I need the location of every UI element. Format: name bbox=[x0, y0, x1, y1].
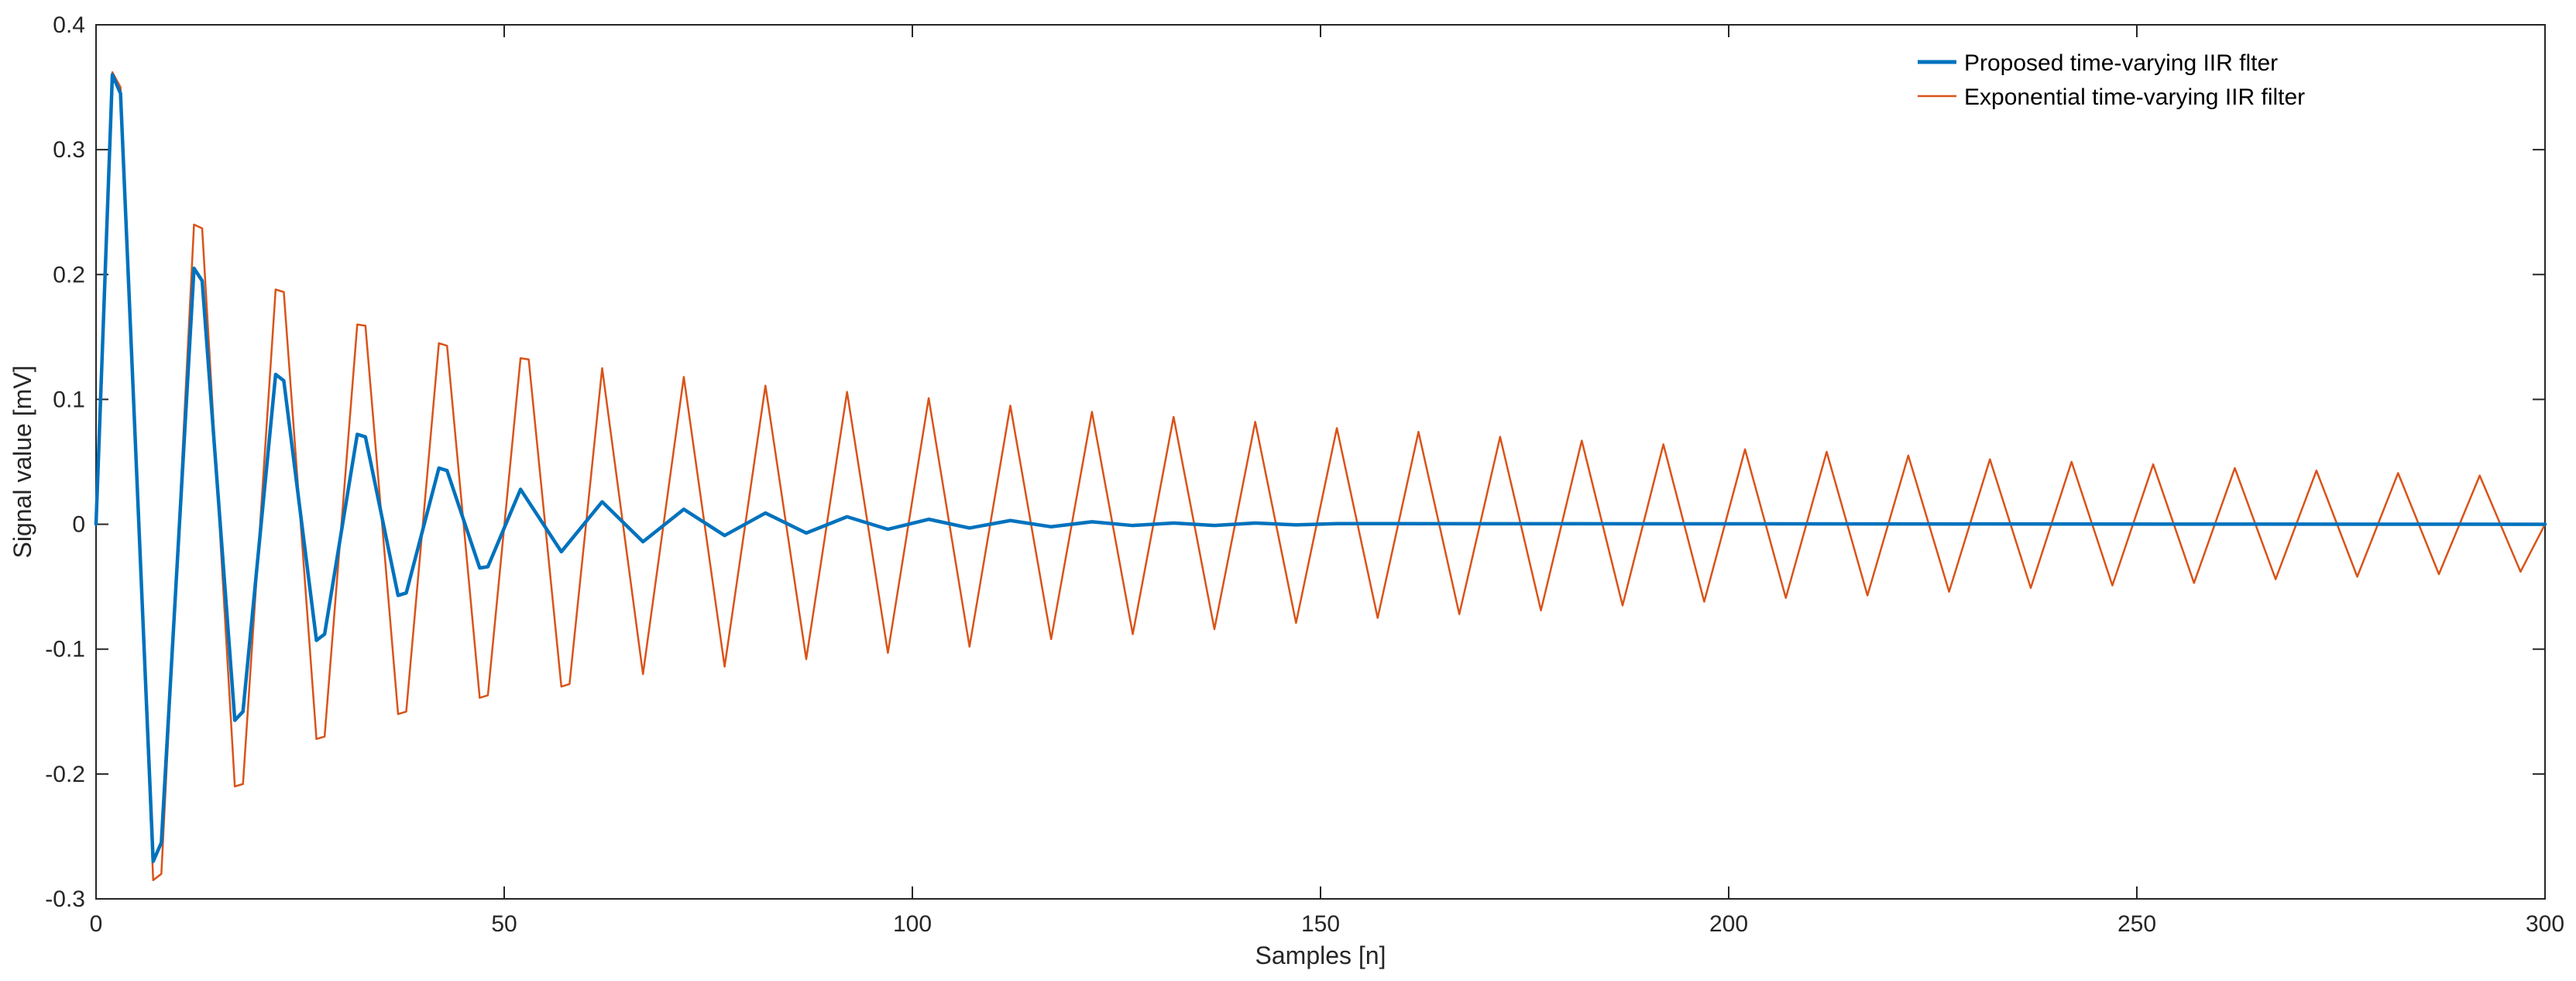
x-tick-label: 250 bbox=[2117, 911, 2156, 937]
legend-label-proposed-filter: Proposed time-varying IIR flter bbox=[1964, 50, 2278, 76]
plot-area bbox=[95, 24, 2546, 900]
y-axis-tick-labels: -0.3 -0.2 -0.1 0 0.1 0.2 0.3 0.4 bbox=[45, 12, 85, 912]
y-tick-label: 0 bbox=[72, 512, 85, 538]
legend: Proposed time-varying IIR flter Exponent… bbox=[1918, 50, 2305, 110]
y-tick-label: -0.1 bbox=[45, 637, 85, 663]
x-tick-label: 200 bbox=[1709, 911, 1748, 937]
y-tick-label: 0.1 bbox=[53, 387, 85, 412]
x-tick-label: 50 bbox=[491, 911, 517, 937]
x-tick-label: 0 bbox=[90, 911, 103, 937]
y-tick-label: 0.4 bbox=[53, 12, 85, 38]
x-tick-label: 150 bbox=[1301, 911, 1340, 937]
plot-frame bbox=[95, 24, 2546, 900]
x-axis-title: Samples [n] bbox=[1255, 941, 1386, 969]
y-axis-title: Signal value [mV] bbox=[9, 365, 36, 558]
x-axis-tick-labels: 0 50 100 150 200 250 300 bbox=[90, 911, 2564, 937]
x-tick-label: 100 bbox=[893, 911, 932, 937]
y-tick-label: -0.3 bbox=[45, 886, 85, 912]
y-tick-label: -0.2 bbox=[45, 762, 85, 787]
x-tick-label: 300 bbox=[2526, 911, 2564, 937]
series-line-proposed-filter bbox=[94, 73, 2547, 863]
series-layer bbox=[94, 71, 2547, 882]
legend-label-exponential-filter: Exponential time-varying IIR filter bbox=[1964, 84, 2305, 110]
y-tick-label: 0.2 bbox=[53, 262, 85, 287]
y-tick-label: 0.3 bbox=[53, 137, 85, 163]
